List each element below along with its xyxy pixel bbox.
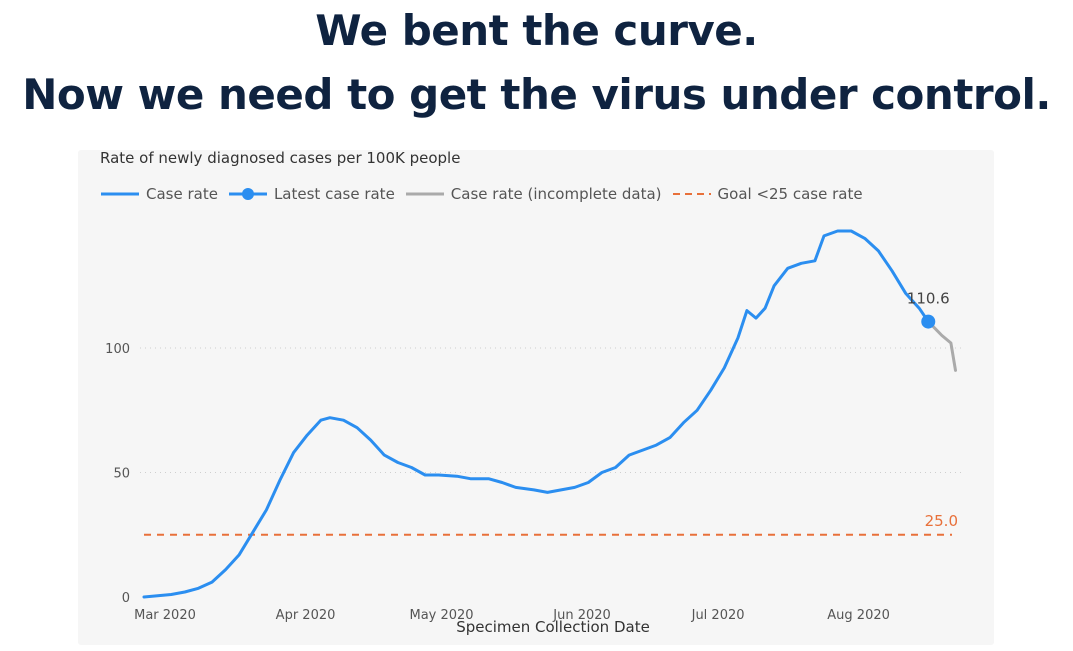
x-axis: Mar 2020 Apr 2020 May 2020 Jun 2020 Jul 2020… [134,608,890,623]
y-tick-label: 50 [113,467,130,482]
y-tick-label: 0 [122,591,130,606]
x-axis-title: Specimen Collection Date [456,618,650,636]
legend-item-incomplete-data[interactable]: Case rate (incomplete data) [405,185,662,203]
y-axis: 0 50 100 [105,342,130,606]
legend-line-swatch-icon [101,192,139,196]
chart-title: Rate of newly diagnosed cases per 100K p… [100,149,461,167]
x-tick-label: Apr 2020 [276,608,336,623]
x-tick-label: Mar 2020 [134,608,196,623]
x-tick-label: Aug 2020 [827,608,890,623]
headline-line-2: Now we need to get the virus under contr… [22,70,1051,119]
legend-marker-swatch-icon [228,188,267,200]
chart-legend: Case rate Latest case rate Case rate (in… [100,183,873,205]
headline-line-1: We bent the curve. [315,6,758,55]
latest-case-rate-label: 110.6 [907,290,950,308]
gridlines [140,347,962,473]
x-tick-label: Jul 2020 [691,608,745,623]
incomplete-data-line [926,320,957,372]
legend-item-goal[interactable]: Goal <25 case rate [672,185,863,203]
case-rate-line [142,229,930,599]
legend-line-swatch-icon [405,192,444,196]
goal-data-label: 25.0 [925,512,958,530]
y-tick-label: 100 [105,342,130,357]
legend-label: Goal <25 case rate [717,185,863,203]
x-tick-label: Jun 2020 [552,608,611,623]
series-group: 110.6 [142,229,957,599]
legend-dashed-swatch-icon [672,193,711,195]
legend-label: Case rate [146,185,218,203]
legend-label: Latest case rate [273,185,395,203]
goal-line-group: 25.0 [144,512,958,536]
legend-item-case-rate[interactable]: Case rate [100,185,218,203]
latest-case-rate-point [921,314,936,329]
legend-item-latest-case-rate[interactable]: Latest case rate [228,185,395,203]
legend-label: Case rate (incomplete data) [450,185,662,203]
x-tick-label: May 2020 [409,608,473,623]
